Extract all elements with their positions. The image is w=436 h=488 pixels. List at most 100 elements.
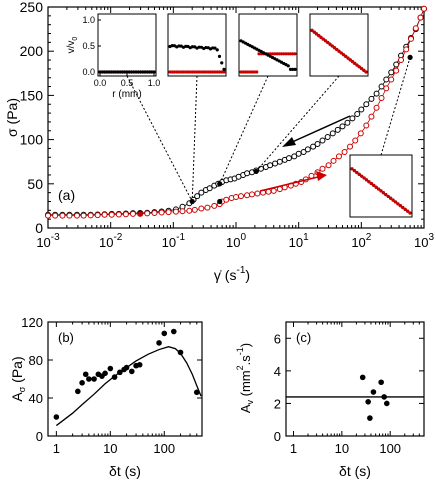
y-tick-label-c: 4	[274, 364, 281, 379]
data-point-1	[66, 212, 73, 219]
inset-x-tick-label: 1.0	[148, 78, 161, 88]
inset-point	[352, 169, 357, 173]
inset-point	[195, 70, 199, 74]
data-point-0	[349, 115, 356, 122]
inset-point	[213, 46, 217, 50]
x-tick-label-b: 100	[153, 441, 175, 456]
data-point-1	[417, 14, 424, 21]
data-point-0	[358, 106, 365, 113]
inset-point	[199, 70, 204, 74]
inset-point	[179, 70, 183, 74]
inset-point	[177, 70, 181, 74]
highlight-point	[217, 198, 223, 205]
inset-2	[167, 13, 227, 77]
data-point-0	[354, 110, 361, 117]
y-axis-label-c: Av (mm2.s-1)	[235, 343, 255, 413]
x-tick-label-a: 101	[289, 232, 309, 250]
data-point-1	[319, 165, 326, 172]
data-point-b	[156, 340, 162, 346]
inset-point	[123, 70, 127, 74]
arrow-increasing	[259, 171, 327, 192]
inset-point	[252, 70, 257, 74]
data-point-1	[357, 130, 364, 137]
inset-point	[181, 70, 186, 74]
data-point-0	[244, 170, 251, 177]
data-point-0	[285, 155, 292, 162]
data-point-c	[367, 415, 373, 421]
inset-point	[220, 70, 224, 74]
inset-point	[109, 70, 113, 74]
x-tick-label-b: 10	[103, 441, 117, 456]
x-tick-label-a: 103	[414, 232, 434, 250]
inset-point	[273, 52, 277, 56]
data-point-b	[170, 328, 177, 335]
inset-point	[118, 70, 122, 74]
data-point-b	[177, 349, 184, 356]
inset-point	[213, 70, 217, 74]
data-point-1	[87, 212, 94, 219]
x-tick-label-a: 10-2	[99, 232, 123, 250]
data-point-1	[237, 193, 244, 200]
data-point-0	[319, 137, 326, 144]
data-point-1	[335, 153, 342, 160]
inset-point	[222, 70, 226, 74]
data-point-b	[91, 376, 97, 382]
arrow-line	[289, 115, 351, 144]
inset-y-tick-label: 0.0	[82, 67, 95, 77]
inset-point	[141, 70, 145, 74]
data-point-b	[86, 376, 92, 382]
inset-point	[190, 70, 195, 74]
inset-point	[335, 47, 339, 52]
x-tick-label-b: 1	[53, 441, 60, 456]
x-tick-label-c: 10	[335, 441, 349, 456]
inset-point	[215, 70, 219, 74]
inset-point	[326, 40, 330, 45]
data-point-0	[310, 143, 317, 150]
y-tick-label-b: 0	[36, 429, 43, 444]
data-point-b	[117, 369, 123, 376]
data-point-1	[191, 206, 198, 213]
inset-point	[129, 70, 134, 74]
data-point-0	[267, 162, 274, 169]
data-point-1	[59, 212, 66, 219]
inset-point	[398, 204, 402, 208]
fit-curve-b	[55, 346, 202, 427]
data-point-0	[368, 95, 375, 102]
data-point-b	[128, 368, 135, 375]
data-point-0	[339, 123, 346, 130]
x-tick-label-c: 1	[290, 441, 297, 456]
plot-frame-b	[47, 321, 203, 437]
y-tick-label-c: 0	[274, 429, 281, 444]
panel-a-chart: 10-3 10-2 10-1 100 101 102 103 0 50 100 150 200 250 σ…	[4, 0, 434, 283]
data-point-b	[79, 380, 85, 386]
inset-point	[193, 70, 197, 74]
data-point-1	[186, 207, 193, 214]
inset-point	[211, 70, 215, 74]
inset-point	[310, 28, 314, 32]
data-point-1	[270, 187, 277, 194]
data-point-1	[244, 192, 251, 199]
inset-point	[353, 61, 357, 65]
inset-point	[384, 192, 388, 197]
data-point-1	[129, 210, 136, 217]
data-point-1	[363, 122, 370, 129]
inset-point	[215, 48, 219, 52]
inset-point	[330, 44, 334, 48]
data-point-1	[347, 143, 354, 150]
data-point-0	[198, 189, 205, 196]
data-point-0	[300, 148, 307, 155]
inset-point	[116, 70, 120, 74]
inset-point	[220, 61, 224, 65]
data-point-0	[388, 69, 395, 76]
inset-point	[282, 52, 286, 56]
inset-point	[186, 70, 190, 74]
data-point-1	[388, 76, 395, 83]
arrow-head	[282, 137, 296, 147]
inset-point	[396, 202, 400, 206]
y-tick-label-a: 150	[20, 87, 44, 103]
inset-point	[337, 49, 341, 53]
data-point-0	[206, 185, 213, 192]
data-point-1	[248, 191, 255, 198]
inset-point	[222, 67, 226, 71]
